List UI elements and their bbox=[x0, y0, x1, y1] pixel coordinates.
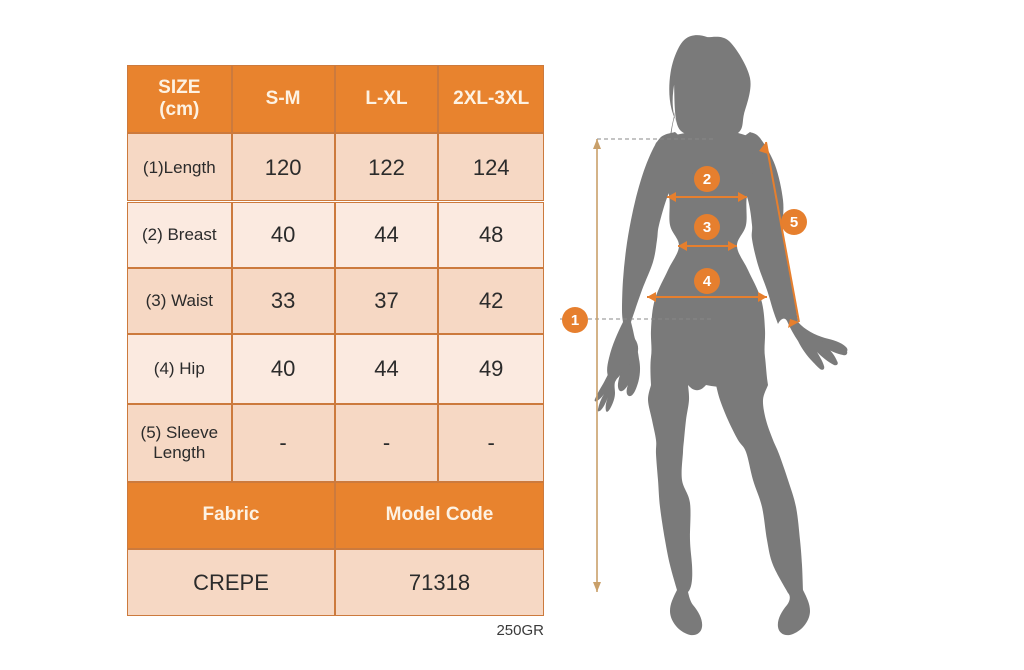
svg-text:2: 2 bbox=[703, 171, 711, 188]
svg-text:4: 4 bbox=[703, 273, 712, 290]
svg-text:5: 5 bbox=[790, 214, 798, 231]
svg-text:3: 3 bbox=[703, 219, 711, 236]
svg-text:1: 1 bbox=[571, 312, 579, 329]
